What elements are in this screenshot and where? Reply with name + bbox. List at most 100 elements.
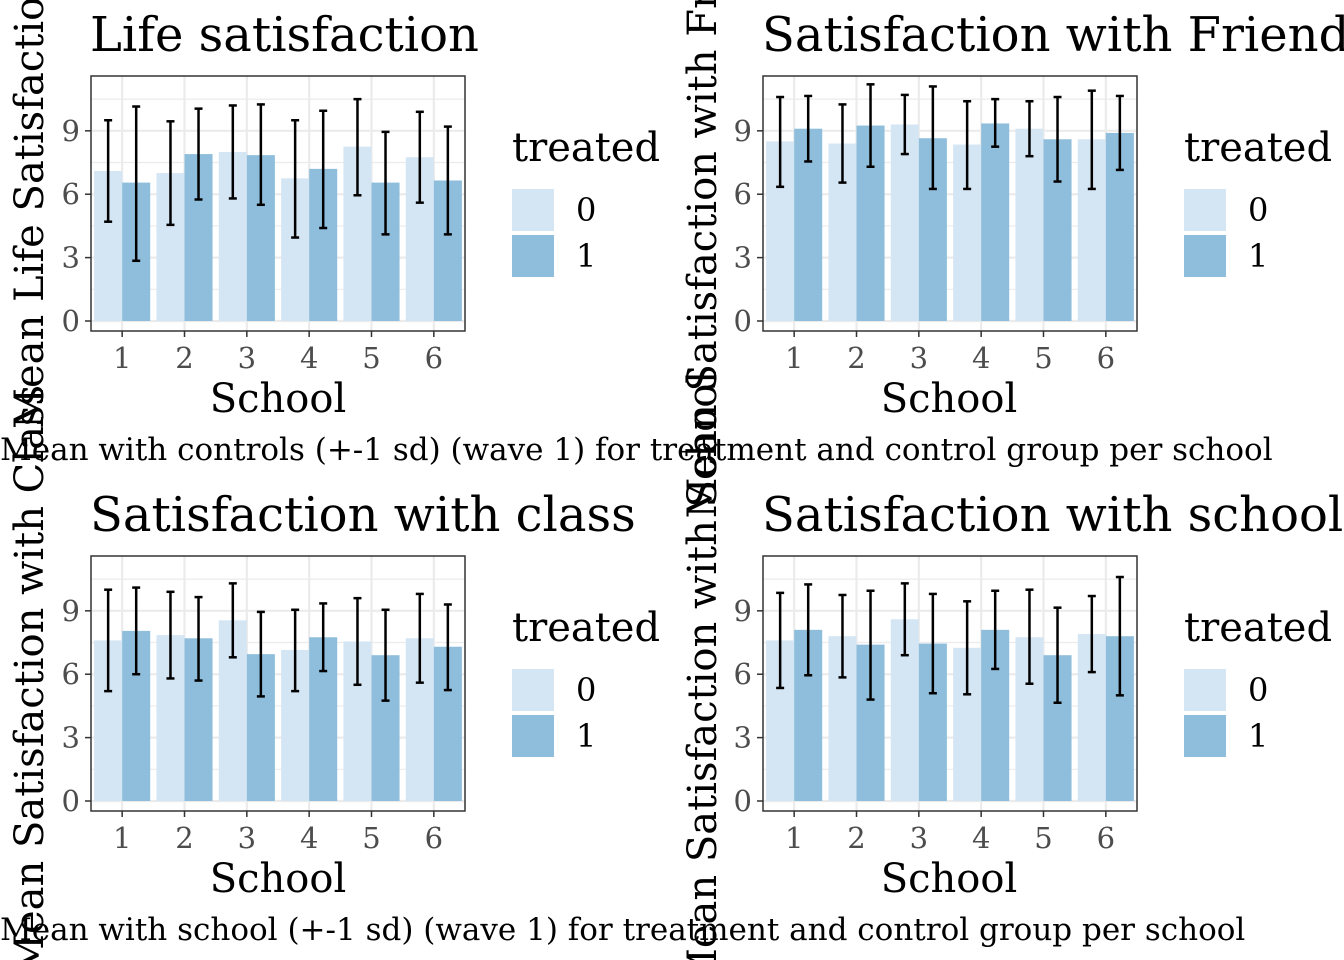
legend-key-0	[512, 669, 554, 711]
error-bar-series-0-school-6	[415, 110, 424, 204]
error-bar-series-0-school-1	[104, 119, 113, 223]
x-tick-label: 6	[1097, 341, 1115, 375]
panel-life-satisfaction: Life satisfaction School Mean Life Satis…	[7, 0, 660, 429]
error-bar-series-1-school-6	[1115, 94, 1124, 172]
legend-label-0: 0	[1248, 191, 1268, 229]
error-bar-series-0-school-6	[1087, 89, 1096, 191]
x-tick-label: 1	[785, 341, 803, 375]
y-tick-label: 0	[62, 304, 80, 338]
legend: treated 0 1	[1184, 605, 1332, 757]
legend-key-0	[512, 189, 554, 231]
error-bar-series-1-school-6	[1115, 575, 1124, 697]
x-tick-label: 2	[175, 341, 193, 375]
x-tick-label: 5	[1034, 341, 1052, 375]
panel-border	[90, 555, 466, 812]
panel-background	[91, 556, 465, 811]
y-tick-label: 6	[734, 657, 752, 691]
legend-key-0	[1184, 669, 1226, 711]
error-bar-series-1-school-1	[132, 586, 141, 676]
x-axis-title: School	[210, 856, 347, 902]
y-axis-title: Mean Satisfaction with Class	[7, 385, 53, 960]
y-tick-label: 6	[734, 177, 752, 211]
x-tick-label: 5	[362, 341, 380, 375]
legend-title: treated	[512, 605, 660, 651]
y-tick-label: 3	[734, 241, 752, 275]
y-tick-label: 0	[734, 304, 752, 338]
x-axis-title: School	[881, 376, 1018, 422]
legend-key-0	[1184, 189, 1226, 231]
legend-title: treated	[1184, 605, 1332, 651]
error-bar-series-0-school-4	[291, 608, 300, 693]
x-tick-label: 2	[847, 821, 865, 855]
legend: treated 0 1	[512, 125, 660, 277]
error-bar-series-1-school-2	[194, 107, 203, 201]
x-axis-title: School	[881, 856, 1018, 902]
y-axis-title: Mean Satisfaction with Friends	[680, 0, 726, 518]
x-tick-label: 4	[300, 821, 318, 855]
y-tick-label: 6	[62, 657, 80, 691]
panel-title: Life satisfaction	[90, 7, 479, 63]
error-bar-series-0-school-5	[1025, 588, 1034, 685]
error-bar-series-0-school-2	[166, 120, 175, 227]
bar-series-1-school-4	[981, 123, 1010, 321]
error-bar-series-0-school-1	[776, 591, 785, 690]
error-bar-series-0-school-2	[838, 103, 847, 184]
bar-series-0-school-3	[890, 124, 919, 321]
error-bar-series-0-school-3	[900, 93, 909, 156]
y-tick-label: 3	[734, 721, 752, 755]
y-tick-label: 0	[734, 784, 752, 818]
error-bar-series-1-school-1	[132, 105, 141, 263]
y-tick-label: 3	[62, 241, 80, 275]
panel-satisfaction-with-school: Satisfaction with school School Mean Sat…	[680, 371, 1343, 960]
x-tick-label: 2	[847, 341, 865, 375]
error-bar-series-1-school-4	[319, 602, 328, 673]
error-bar-series-1-school-3	[928, 592, 937, 695]
x-axis-title: School	[210, 376, 347, 422]
error-bar-series-0-school-1	[104, 588, 113, 693]
x-tick-label: 3	[910, 341, 928, 375]
y-tick-label: 9	[62, 594, 80, 628]
bar-series-0-school-5	[1015, 128, 1044, 321]
x-tick-label: 3	[238, 821, 256, 855]
error-bar-series-0-school-1	[776, 95, 785, 189]
legend-label-1: 1	[1248, 717, 1268, 755]
panel-satisfaction-with-friends: Satisfaction with Friends School Mean Sa…	[680, 0, 1344, 518]
row-caption-top: Mean with controls (+-1 sd) (wave 1) for…	[0, 432, 1273, 468]
panel-background	[91, 76, 465, 331]
error-bar-series-1-school-4	[991, 589, 1000, 671]
error-bar-series-1-school-6	[443, 603, 452, 692]
y-tick-label: 6	[62, 177, 80, 211]
y-tick-label: 3	[62, 721, 80, 755]
x-tick-label: 2	[175, 821, 193, 855]
legend-label-0: 0	[576, 191, 596, 229]
error-bar-series-1-school-3	[928, 85, 937, 191]
legend-key-1	[1184, 715, 1226, 757]
legend-label-0: 0	[576, 671, 596, 709]
panel-background	[763, 76, 1137, 331]
error-bar-series-0-school-5	[1025, 99, 1034, 158]
legend-key-1	[1184, 235, 1226, 277]
panel-background	[763, 556, 1137, 811]
error-bar-series-1-school-1	[804, 94, 813, 163]
error-bar-series-1-school-2	[866, 83, 875, 168]
panel-title: Satisfaction with Friends	[762, 7, 1344, 63]
x-tick-label: 6	[425, 341, 443, 375]
error-bar-series-1-school-4	[991, 97, 1000, 148]
panel-satisfaction-with-class: Satisfaction with class School Mean Sati…	[7, 385, 660, 960]
x-tick-label: 1	[113, 341, 131, 375]
x-tick-label: 5	[1034, 821, 1052, 855]
error-bar-series-0-school-4	[963, 99, 972, 191]
error-bar-series-1-school-2	[866, 589, 875, 701]
legend-key-1	[512, 235, 554, 277]
error-bar-series-0-school-3	[900, 582, 909, 657]
error-bar-series-1-school-5	[381, 608, 390, 702]
error-bar-series-0-school-5	[353, 596, 362, 687]
x-tick-label: 1	[113, 821, 131, 855]
panel-title: Satisfaction with school	[762, 487, 1343, 543]
legend-title: treated	[512, 125, 660, 171]
legend-label-0: 0	[1248, 671, 1268, 709]
row-caption-bottom: Mean with school (+-1 sd) (wave 1) for t…	[0, 912, 1245, 948]
error-bar-series-1-school-3	[256, 610, 265, 698]
y-tick-label: 9	[62, 114, 80, 148]
